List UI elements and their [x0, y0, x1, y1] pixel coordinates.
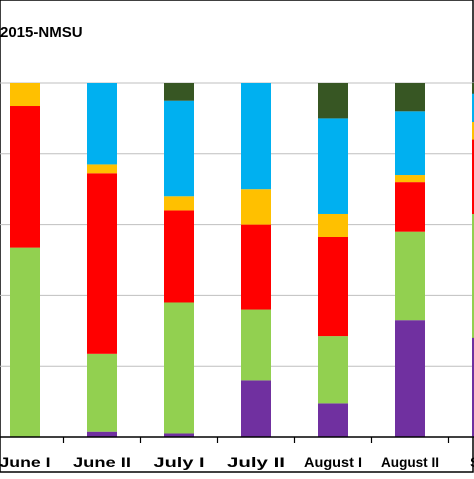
bar-segment — [318, 118, 348, 214]
bar-segment — [472, 121, 474, 140]
bar-segment — [395, 83, 425, 112]
bar-segment — [395, 182, 425, 232]
bar-segment — [164, 83, 194, 101]
x-tick-label: June I — [0, 454, 51, 470]
bar-segment — [10, 83, 40, 107]
bar-segment — [164, 302, 194, 434]
bar-segment — [10, 247, 40, 437]
x-tick-label: Sept — [470, 454, 474, 470]
bar-segment — [164, 210, 194, 303]
bar-segment — [10, 106, 40, 248]
bar-segment — [87, 164, 117, 174]
bar-segment — [87, 173, 117, 354]
bar-segment — [395, 320, 425, 437]
bar-segment — [241, 189, 271, 225]
bar-segment — [472, 83, 474, 94]
x-tick-label: August I — [304, 454, 362, 470]
bar-segment — [318, 336, 348, 404]
bar-segment — [241, 309, 271, 381]
bar-segment — [87, 83, 117, 165]
bar-segment — [318, 403, 348, 437]
bar-segment — [472, 93, 474, 122]
bar-segment — [164, 433, 194, 437]
bar-segment — [241, 380, 271, 437]
bars — [10, 83, 474, 437]
bar-segment — [472, 213, 474, 338]
chart-title: 2015-NMSU — [0, 24, 83, 41]
bar-segment — [164, 196, 194, 211]
bar-segment — [318, 213, 348, 237]
x-axis: June I June II July I July II August I August… — [0, 436, 474, 470]
bar-segment — [87, 353, 117, 432]
bar-segment — [318, 236, 348, 337]
bar-segment — [472, 337, 474, 437]
bar-segment — [395, 111, 425, 176]
x-tick-label: July I — [154, 454, 205, 470]
bar-segment — [241, 83, 271, 190]
bar-segment — [241, 224, 271, 310]
bar-segment — [472, 139, 474, 214]
bar-segment — [87, 431, 117, 437]
x-tick-label: June II — [73, 454, 131, 470]
bar-segment — [318, 83, 348, 119]
bar-segment — [164, 100, 194, 197]
bar-segment — [395, 175, 425, 183]
x-tick-label: August II — [381, 454, 439, 470]
bar-segment — [395, 231, 425, 321]
x-tick-label: July II — [227, 454, 285, 470]
